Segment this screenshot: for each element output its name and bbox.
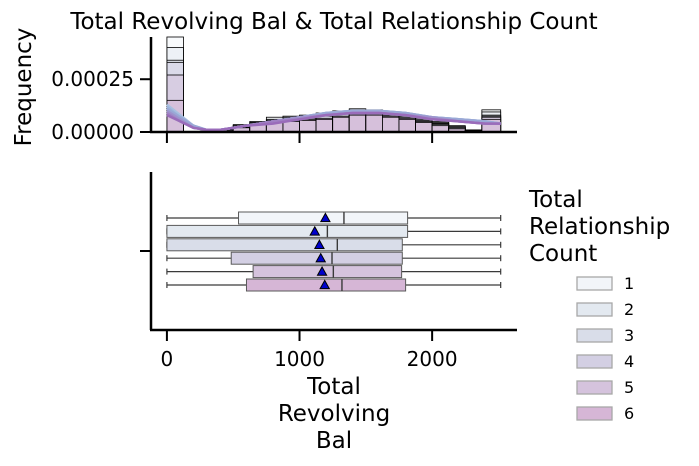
box-group-4 bbox=[166, 251, 502, 265]
histogram-bar bbox=[315, 118, 334, 133]
kde-line bbox=[166, 111, 501, 132]
box-group-5 bbox=[166, 265, 502, 279]
box bbox=[252, 265, 403, 279]
box bbox=[166, 238, 403, 252]
legend-label: 1 bbox=[624, 274, 634, 293]
histogram-y-tick-label: 0.00025 bbox=[51, 67, 134, 91]
legend-label: 4 bbox=[624, 352, 634, 371]
kde-curves bbox=[166, 103, 501, 132]
legend-label: 6 bbox=[624, 404, 634, 423]
legend-entries: 1 2 3 4 5 6 bbox=[576, 274, 634, 423]
chart-title: Total Revolving Bal & Total Relationship… bbox=[69, 9, 597, 35]
legend-entry-1: 1 bbox=[576, 274, 634, 293]
histogram-y-tick-label: 0.00000 bbox=[51, 120, 134, 144]
histogram-bar bbox=[365, 114, 383, 133]
legend-entry-2: 2 bbox=[576, 300, 634, 319]
legend-title: Total Relationship Count bbox=[528, 187, 670, 267]
histogram-bar bbox=[332, 116, 350, 133]
histogram-bar bbox=[398, 118, 416, 133]
legend: Total Relationship Count 1 2 3 4 5 6 bbox=[528, 187, 670, 423]
histogram-bar bbox=[382, 116, 400, 133]
boxplot-x-tick-label: 1000 bbox=[274, 347, 325, 371]
boxplot-x-tick-label: 2000 bbox=[407, 347, 458, 371]
legend-entry-4: 4 bbox=[576, 352, 634, 371]
histogram-bars bbox=[166, 36, 502, 133]
mean-marker bbox=[313, 239, 325, 249]
box-group-6 bbox=[166, 278, 502, 292]
legend-entry-3: 3 bbox=[576, 326, 634, 345]
histogram-bar bbox=[415, 122, 433, 133]
legend-label: 3 bbox=[624, 326, 634, 345]
histogram-x-ticks bbox=[165, 132, 434, 143]
mean-marker bbox=[315, 252, 327, 263]
boxplot-panel: 0 1000 2000 Total Revolving Bal bbox=[140, 172, 517, 454]
histogram-bar bbox=[282, 121, 300, 133]
boxplot-boxes bbox=[166, 211, 502, 292]
box-group-3 bbox=[166, 238, 502, 252]
histogram-bar bbox=[348, 114, 367, 133]
legend-swatch bbox=[576, 328, 613, 343]
boxplot-x-ticks: 0 1000 2000 bbox=[161, 330, 458, 371]
box-group-1 bbox=[166, 211, 502, 225]
legend-swatch bbox=[576, 406, 613, 421]
legend-label: 5 bbox=[624, 378, 634, 397]
histogram-bar bbox=[299, 119, 317, 133]
legend-swatch bbox=[576, 302, 613, 317]
boxplot-x-tick-label: 0 bbox=[161, 347, 174, 371]
mean-marker bbox=[309, 225, 321, 236]
mean-marker bbox=[319, 279, 331, 290]
legend-entry-5: 5 bbox=[576, 378, 634, 397]
legend-entry-6: 6 bbox=[576, 404, 634, 423]
y-axis-label: Frequency bbox=[11, 28, 37, 147]
x-axis-label: Total Revolving Bal bbox=[278, 374, 390, 454]
mean-marker bbox=[316, 265, 328, 276]
histogram-y-ticks: 0.00000 0.00025 bbox=[51, 67, 151, 144]
legend-swatch bbox=[576, 380, 613, 395]
box bbox=[166, 224, 409, 238]
histogram-panel: 0.00000 0.00025 Frequency bbox=[11, 28, 517, 147]
box-group-2 bbox=[166, 224, 502, 238]
box bbox=[230, 251, 403, 265]
legend-label: 2 bbox=[624, 300, 634, 319]
legend-swatch bbox=[576, 354, 613, 369]
mean-marker bbox=[319, 212, 331, 223]
legend-swatch bbox=[576, 276, 613, 291]
